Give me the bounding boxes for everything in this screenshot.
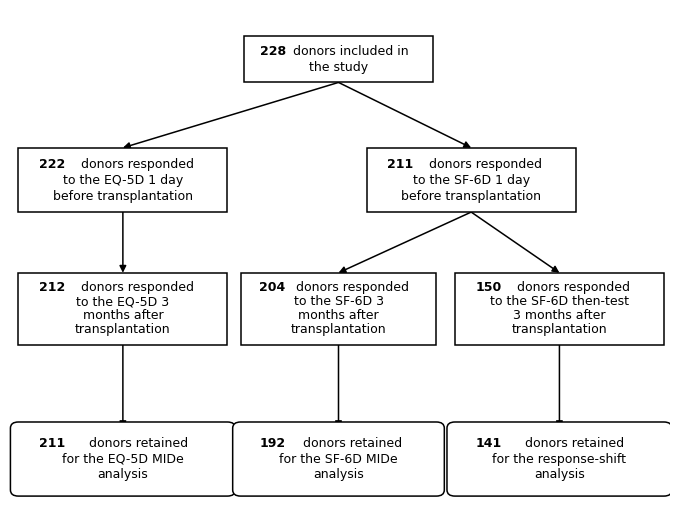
FancyBboxPatch shape xyxy=(244,36,433,82)
Text: 150: 150 xyxy=(475,281,502,294)
Text: for the SF-6D MIDe: for the SF-6D MIDe xyxy=(279,453,398,466)
Text: analysis: analysis xyxy=(313,468,364,481)
Text: to the EQ-5D 1 day: to the EQ-5D 1 day xyxy=(63,174,183,187)
Text: transplantation: transplantation xyxy=(75,323,171,337)
Text: to the EQ-5D 3: to the EQ-5D 3 xyxy=(77,295,169,308)
Text: to the SF-6D 3: to the SF-6D 3 xyxy=(294,295,383,308)
Text: 192: 192 xyxy=(259,437,286,450)
Text: months after: months after xyxy=(83,309,163,322)
Text: 211: 211 xyxy=(387,158,413,171)
Text: donors retained: donors retained xyxy=(521,437,624,450)
FancyBboxPatch shape xyxy=(367,148,575,212)
Text: donors responded: donors responded xyxy=(513,281,630,294)
Text: 141: 141 xyxy=(476,437,502,450)
Text: for the EQ-5D MIDe: for the EQ-5D MIDe xyxy=(62,453,183,466)
Text: donors responded: donors responded xyxy=(292,281,409,294)
Text: donors retained: donors retained xyxy=(299,437,402,450)
Text: transplantation: transplantation xyxy=(290,323,387,337)
FancyBboxPatch shape xyxy=(18,273,227,345)
Text: donors responded: donors responded xyxy=(77,281,194,294)
Text: analysis: analysis xyxy=(534,468,585,481)
Text: before transplantation: before transplantation xyxy=(401,190,541,203)
Text: transplantation: transplantation xyxy=(512,323,607,337)
Text: before transplantation: before transplantation xyxy=(53,190,193,203)
Text: to the SF-6D 1 day: to the SF-6D 1 day xyxy=(412,174,530,187)
Text: 204: 204 xyxy=(259,281,285,294)
Text: analysis: analysis xyxy=(97,468,148,481)
Text: donors retained: donors retained xyxy=(85,437,188,450)
Text: 222: 222 xyxy=(39,158,65,171)
Text: months after: months after xyxy=(298,309,379,322)
FancyBboxPatch shape xyxy=(18,148,227,212)
Text: donors responded: donors responded xyxy=(425,158,542,171)
Text: 212: 212 xyxy=(39,281,65,294)
Text: 3 months after: 3 months after xyxy=(513,309,606,322)
Text: to the SF-6D then-test: to the SF-6D then-test xyxy=(490,295,629,308)
Text: 211: 211 xyxy=(39,437,66,450)
Text: donors included in: donors included in xyxy=(289,45,409,58)
FancyBboxPatch shape xyxy=(455,273,664,345)
Text: the study: the study xyxy=(309,61,368,74)
Text: donors responded: donors responded xyxy=(77,158,194,171)
FancyBboxPatch shape xyxy=(240,273,437,345)
Text: for the response-shift: for the response-shift xyxy=(492,453,626,466)
FancyBboxPatch shape xyxy=(233,422,444,496)
FancyBboxPatch shape xyxy=(447,422,672,496)
Text: 228: 228 xyxy=(260,45,286,58)
FancyBboxPatch shape xyxy=(10,422,236,496)
